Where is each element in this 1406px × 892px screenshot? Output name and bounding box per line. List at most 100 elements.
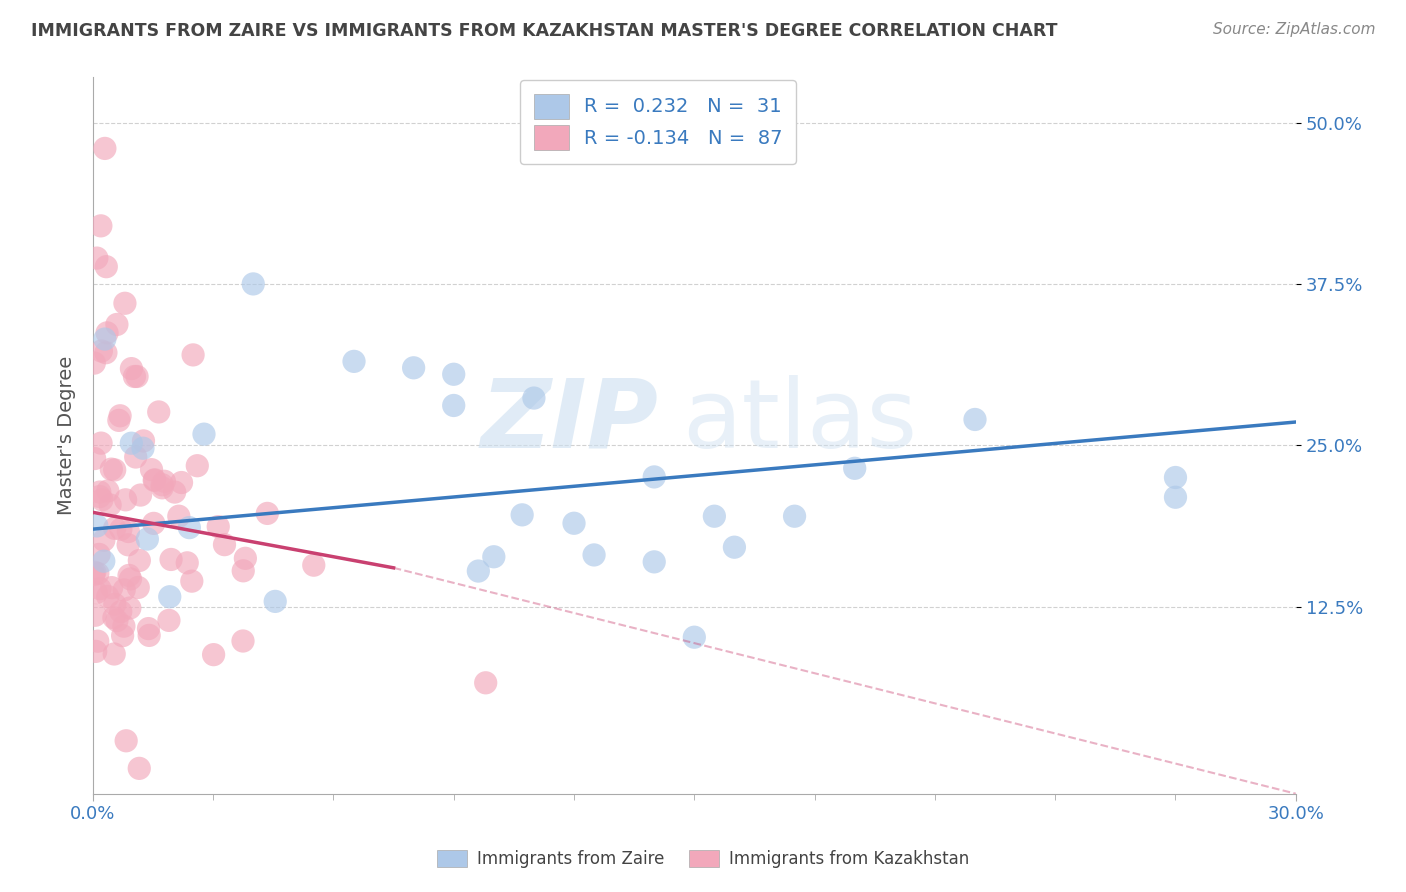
Point <box>86 585 108 599</box>
Point <box>467 564 489 578</box>
Point <box>100 581 122 595</box>
Point <box>87 566 110 581</box>
Point <box>120 572 142 586</box>
Point <box>643 555 665 569</box>
Text: atlas: atlas <box>682 375 917 467</box>
Point <box>86 251 108 265</box>
Point <box>683 630 706 644</box>
Point <box>104 597 127 611</box>
Point <box>142 516 165 531</box>
Point <box>157 614 180 628</box>
Text: ZIP: ZIP <box>481 375 658 467</box>
Point <box>104 463 127 477</box>
Point <box>89 582 111 596</box>
Point <box>235 551 257 566</box>
Point <box>202 648 225 662</box>
Point <box>94 141 117 155</box>
Point <box>1164 490 1187 504</box>
Point <box>482 549 505 564</box>
Point <box>160 552 183 566</box>
Point <box>104 521 127 535</box>
Point <box>143 474 166 488</box>
Point <box>163 485 186 500</box>
Point <box>129 488 152 502</box>
Point <box>124 369 146 384</box>
Point <box>96 326 118 340</box>
Point <box>110 605 132 619</box>
Point <box>91 492 114 507</box>
Point <box>94 332 117 346</box>
Point <box>98 498 121 512</box>
Point <box>114 296 136 310</box>
Point <box>90 436 112 450</box>
Point <box>83 567 105 582</box>
Point <box>138 622 160 636</box>
Point <box>207 519 229 533</box>
Point <box>264 594 287 608</box>
Point <box>242 277 264 291</box>
Point <box>474 675 496 690</box>
Point <box>114 492 136 507</box>
Text: IMMIGRANTS FROM ZAIRE VS IMMIGRANTS FROM KAZAKHSTAN MASTER'S DEGREE CORRELATION : IMMIGRANTS FROM ZAIRE VS IMMIGRANTS FROM… <box>31 22 1057 40</box>
Point <box>100 462 122 476</box>
Point <box>562 516 585 531</box>
Point <box>86 519 108 533</box>
Point <box>443 399 465 413</box>
Point <box>153 475 176 489</box>
Point <box>125 369 148 384</box>
Point <box>510 508 533 522</box>
Point <box>143 473 166 487</box>
Point <box>402 360 425 375</box>
Point <box>118 568 141 582</box>
Point <box>963 412 986 426</box>
Point <box>105 318 128 332</box>
Point <box>141 463 163 477</box>
Point <box>159 590 181 604</box>
Point <box>89 490 111 504</box>
Point <box>232 634 254 648</box>
Point <box>87 634 110 648</box>
Point <box>84 644 107 658</box>
Point <box>83 356 105 370</box>
Point <box>148 405 170 419</box>
Point <box>186 458 208 473</box>
Point <box>193 427 215 442</box>
Point <box>128 761 150 775</box>
Point <box>105 614 128 628</box>
Point <box>120 436 142 450</box>
Point <box>103 611 125 625</box>
Point <box>150 477 173 491</box>
Point <box>176 556 198 570</box>
Point <box>703 509 725 524</box>
Point <box>87 548 110 562</box>
Y-axis label: Master's Degree: Master's Degree <box>58 356 76 516</box>
Legend: R =  0.232   N =  31, R = -0.134   N =  87: R = 0.232 N = 31, R = -0.134 N = 87 <box>520 80 796 164</box>
Point <box>97 483 120 498</box>
Point <box>97 590 120 604</box>
Point <box>232 564 254 578</box>
Text: Source: ZipAtlas.com: Source: ZipAtlas.com <box>1212 22 1375 37</box>
Point <box>89 485 111 500</box>
Point <box>112 582 135 597</box>
Point <box>83 566 105 580</box>
Point <box>127 581 149 595</box>
Point <box>110 522 132 536</box>
Point <box>179 521 201 535</box>
Point <box>108 413 131 427</box>
Point <box>125 450 148 464</box>
Point <box>83 451 105 466</box>
Point <box>93 533 115 548</box>
Point <box>120 361 142 376</box>
Point <box>844 461 866 475</box>
Point <box>180 574 202 588</box>
Point <box>84 608 107 623</box>
Point <box>443 368 465 382</box>
Point <box>118 601 141 615</box>
Point <box>103 647 125 661</box>
Point <box>643 470 665 484</box>
Point <box>93 554 115 568</box>
Point <box>117 538 139 552</box>
Point <box>302 558 325 573</box>
Point <box>170 475 193 490</box>
Point <box>583 548 606 562</box>
